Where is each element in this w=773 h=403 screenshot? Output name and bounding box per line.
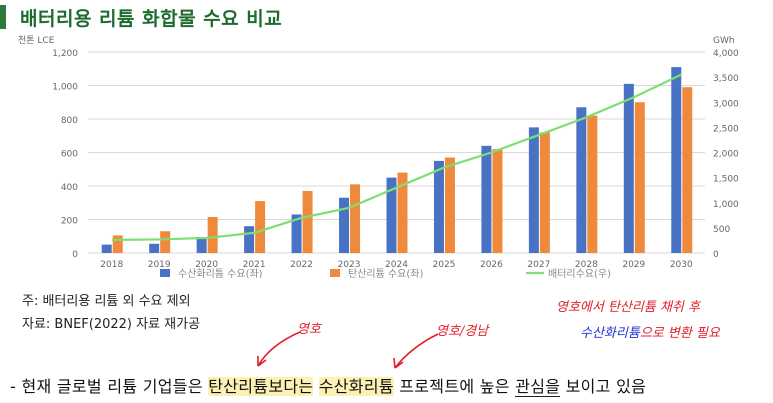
bar-hydroxide — [291, 214, 302, 253]
underline-interest: 관심을 — [515, 377, 561, 397]
handwritten-annotation-young-chile: 영호/경남 — [436, 324, 489, 339]
y-right-axis-label: GWh — [713, 36, 735, 46]
x-tick-label: 2018 — [100, 260, 123, 270]
x-tick-label: 2029 — [622, 260, 645, 270]
x-tick-label: 2024 — [385, 260, 408, 270]
arrow-head-1 — [257, 356, 267, 367]
y-right-tick-label: 1,500 — [713, 175, 739, 185]
bar-carbonate — [207, 216, 218, 253]
x-tick-label: 2019 — [148, 260, 171, 270]
y-right-tick-label: 0 — [713, 250, 719, 260]
x-tick-label: 2030 — [670, 260, 693, 270]
bar-carbonate — [350, 184, 361, 253]
x-tick-label: 2022 — [290, 260, 313, 270]
handwritten-annotation-line1: 영호에서 탄산리튬 채취 후 — [556, 300, 700, 315]
bar-hydroxide — [576, 107, 587, 254]
y-left-tick-label: 200 — [61, 217, 78, 227]
y-right-tick-label: 3,000 — [713, 99, 739, 109]
y-left-tick-label: 0 — [72, 250, 78, 260]
chart: 0 200 400 600 800 1,000 1,200 0 500 1,000 1,500 2,0… — [18, 35, 739, 280]
bar-carbonate — [539, 132, 550, 253]
legend-label: 배터리수요(우) — [548, 268, 611, 280]
summary-mid — [313, 377, 318, 396]
bar-hydroxide — [196, 237, 207, 253]
handwritten-annotation-line2: 수산화리튬으로 변환 필요 — [580, 322, 720, 341]
bar-carbonate — [492, 149, 503, 253]
title-accent-bar — [0, 5, 6, 29]
x-tick-label: 2020 — [195, 260, 218, 270]
summary-suffix: 보이고 있음 — [560, 377, 647, 396]
page-title: 배터리용 리튬 화합물 수요 비교 — [20, 8, 283, 30]
y-left-tick-label: 1,000 — [52, 83, 78, 93]
y-right-tick-label: 2,500 — [713, 124, 739, 134]
y-right-tick-label: 4,000 — [713, 49, 739, 59]
bar-carbonate — [255, 201, 266, 253]
bar-hydroxide — [481, 145, 492, 253]
bar-hydroxide — [433, 160, 444, 253]
y-right-tick-label: 3,500 — [713, 74, 739, 84]
y-left-tick-label: 400 — [61, 183, 78, 193]
legend-label: 수산화리튬 수요(좌) — [178, 268, 263, 280]
highlight-carbonate: 탄산리튬보다는 — [208, 377, 314, 396]
y-left-tick-label: 600 — [61, 150, 78, 160]
arrow-stroke-1 — [257, 331, 301, 367]
y-left-axis-label: 천톤 LCE — [18, 35, 55, 46]
x-tick-label: 2025 — [433, 260, 456, 270]
highlight-hydroxide: 수산화리튬 — [318, 377, 394, 396]
x-tick-label: 2026 — [480, 260, 503, 270]
bar-hydroxide — [386, 177, 397, 253]
bar-carbonate — [112, 235, 123, 253]
bar-hydroxide — [671, 67, 682, 253]
chart-source: 자료: BNEF(2022) 자료 재가공 — [22, 317, 201, 332]
battery-demand-line — [111, 73, 682, 242]
arrow-head-2 — [393, 357, 404, 369]
summary-mid2: 프로젝트에 높은 — [393, 377, 516, 396]
handwritten-rest: 으로 변환 필요 — [639, 326, 720, 341]
bar-carbonate — [302, 191, 313, 253]
x-tick-label: 2021 — [243, 260, 266, 270]
bar-hydroxide — [623, 83, 634, 253]
bar-carbonate — [587, 115, 598, 254]
legend-swatch — [330, 269, 340, 277]
y-right-tick-label: 2,000 — [713, 150, 739, 160]
y-right-tick-label: 1,000 — [713, 200, 739, 210]
bar-hydroxide — [339, 197, 350, 253]
y-right-tick-label: 500 — [713, 225, 730, 235]
y-left-tick-label: 1,200 — [52, 49, 78, 59]
bar-carbonate — [397, 172, 408, 253]
bar-hydroxide — [528, 127, 539, 253]
bar-hydroxide — [149, 243, 160, 253]
bar-hydroxide — [101, 244, 112, 253]
bar-carbonate — [634, 102, 645, 253]
summary-prefix: - 현재 글로벌 리튬 기업들은 — [10, 377, 209, 396]
arrow-stroke-2 — [394, 333, 439, 369]
bar-carbonate — [444, 157, 455, 253]
legend-swatch — [160, 269, 170, 277]
x-tick-label: 2023 — [338, 260, 361, 270]
bar-hydroxide — [244, 226, 255, 253]
y-left-tick-label: 800 — [61, 116, 78, 126]
chart-note: 주: 배터리용 리튬 외 수요 제외 — [22, 294, 191, 309]
bar-carbonate — [160, 231, 171, 253]
x-tick-label: 2028 — [575, 260, 598, 270]
x-tick-label: 2027 — [527, 260, 550, 270]
handwritten-blue-word: 수산화리튬 — [580, 326, 640, 341]
summary-bullet: - 현재 글로벌 리튬 기업들은 탄산리튬보다는 수산화리튬 프로젝트에 높은 … — [10, 373, 646, 397]
chart-area: 0 200 400 600 800 1,000 1,200 0 500 1,000 1,500 2,0… — [0, 30, 773, 292]
bar-carbonate — [682, 87, 693, 253]
legend-label: 탄산리튬 수요(좌) — [348, 268, 423, 280]
handwritten-annotation-young: 영호 — [297, 322, 321, 337]
